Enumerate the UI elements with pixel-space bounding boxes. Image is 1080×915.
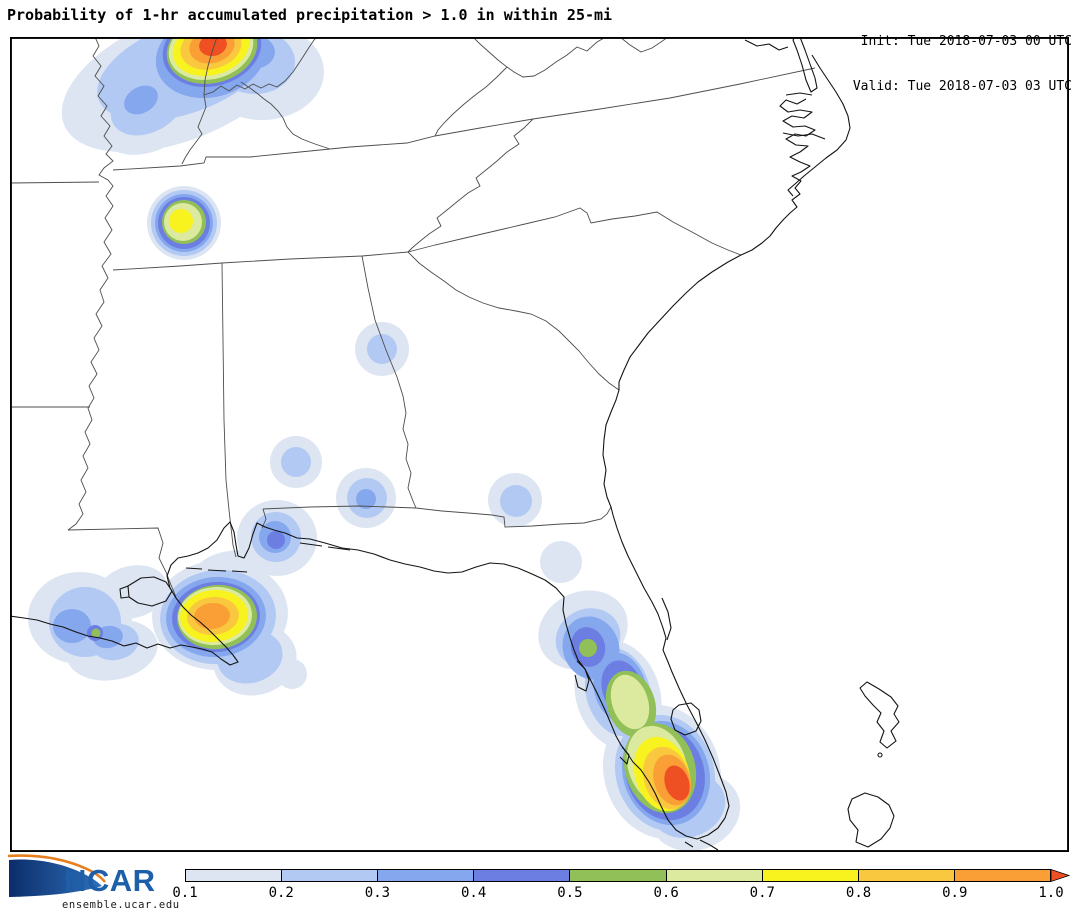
coast-gulf-barrier-islands bbox=[185, 542, 351, 573]
map-frame-outline bbox=[9, 37, 1069, 853]
island-grand-bahama-abaco bbox=[859, 681, 900, 749]
colorbar-tick-labels: 0.1 0.2 0.3 0.4 0.5 0.6 0.7 0.8 0.9 1.0 bbox=[172, 885, 1080, 903]
coast-pamlico-sound bbox=[782, 132, 826, 140]
ncar-logo-accent-arc bbox=[8, 854, 107, 883]
colorbar-segment-0.7 bbox=[761, 870, 858, 881]
coast-albemarle-sound bbox=[785, 92, 813, 96]
border-kentucky-westvirginia-virginia bbox=[434, 38, 508, 137]
coast-chesapeake-rivers bbox=[744, 39, 789, 51]
colorbar-segment-0.3 bbox=[377, 870, 474, 881]
colorbar-tick-label: 0.5 bbox=[557, 885, 583, 901]
ncar-logo-text: NCAR bbox=[64, 863, 156, 898]
ncar-logo-swoosh bbox=[9, 859, 102, 897]
colorbar-tick-label: 0.3 bbox=[364, 885, 391, 901]
river-ohio-east bbox=[203, 38, 317, 96]
colorbar-tick-label: 0.6 bbox=[653, 885, 679, 901]
coastline bbox=[11, 38, 900, 851]
border-northcarolina-southcarolina bbox=[407, 207, 742, 256]
colorbar-segment-0.2 bbox=[281, 870, 378, 881]
colorbar-arrow bbox=[1051, 869, 1071, 882]
border-tennessee-south bbox=[112, 251, 409, 271]
border-florida-north bbox=[262, 505, 612, 528]
river-kentucky-east bbox=[240, 81, 331, 150]
island-andros bbox=[847, 792, 895, 848]
colorbar-bar bbox=[185, 869, 1051, 882]
border-alabama-georgia bbox=[361, 255, 417, 509]
coast-mainland bbox=[11, 98, 816, 840]
island-bimini bbox=[877, 752, 883, 758]
colorbar-segment-0.5 bbox=[569, 870, 666, 881]
precip-contours-level-1p0 bbox=[199, 38, 690, 801]
colorbar-tick-label: 0.7 bbox=[749, 885, 775, 901]
coast-charlotte-harbor bbox=[619, 746, 630, 765]
colorbar-tick-label: 0.1 bbox=[172, 885, 198, 901]
border-mississippi-river bbox=[67, 38, 114, 531]
coast-merritt-island bbox=[661, 597, 672, 641]
coast-outer-banks bbox=[787, 54, 851, 197]
map-frame bbox=[11, 38, 1068, 851]
colorbar-segment-0.8 bbox=[857, 870, 954, 881]
coast-florida-keys bbox=[684, 839, 719, 851]
border-kentucky-tennessee-virginia-northcarolina bbox=[112, 67, 816, 171]
border-westvirginia-virginia bbox=[506, 38, 605, 78]
border-georgia-southcarolina bbox=[407, 251, 620, 391]
colorbar-segment-0.6 bbox=[665, 870, 762, 881]
colorbar-segment-0.9 bbox=[953, 870, 1050, 881]
colorbar-tick-label: 0.9 bbox=[942, 885, 968, 901]
coast-tampa-bay bbox=[574, 660, 590, 692]
lake-okeechobee bbox=[670, 702, 702, 736]
site-url: ensemble.ucar.edu bbox=[62, 899, 180, 911]
colorbar-tick-label: 1.0 bbox=[1038, 885, 1064, 901]
border-louisiana-mississippi bbox=[67, 527, 177, 598]
colorbar-tick-label: 0.4 bbox=[461, 885, 487, 901]
colorbar-segment-0.4 bbox=[473, 870, 570, 881]
colorbar-segment-0.1 bbox=[186, 870, 282, 881]
ncar-logo: NCAR bbox=[8, 854, 156, 898]
lake-pontchartrain bbox=[119, 576, 173, 607]
colorbar-tick-label: 0.8 bbox=[845, 885, 872, 901]
border-missouri-arkansas bbox=[11, 181, 100, 184]
colorbar-tick-label: 0.2 bbox=[268, 885, 294, 901]
state-borders bbox=[11, 38, 816, 598]
coast-delmarva bbox=[792, 38, 818, 93]
border-mississippi-alabama bbox=[221, 262, 237, 558]
river-ohio-west bbox=[203, 38, 218, 96]
border-virginia-mountain bbox=[620, 38, 668, 53]
valid-time: Valid: Tue 2018-07-03 03 UTC bbox=[852, 79, 1072, 94]
border-tennessee-northcarolina bbox=[407, 118, 534, 253]
page-title: Probability of 1-hr accumulated precipit… bbox=[7, 6, 613, 24]
border-florida-perdido bbox=[261, 508, 267, 529]
river-cumberland bbox=[181, 94, 207, 165]
